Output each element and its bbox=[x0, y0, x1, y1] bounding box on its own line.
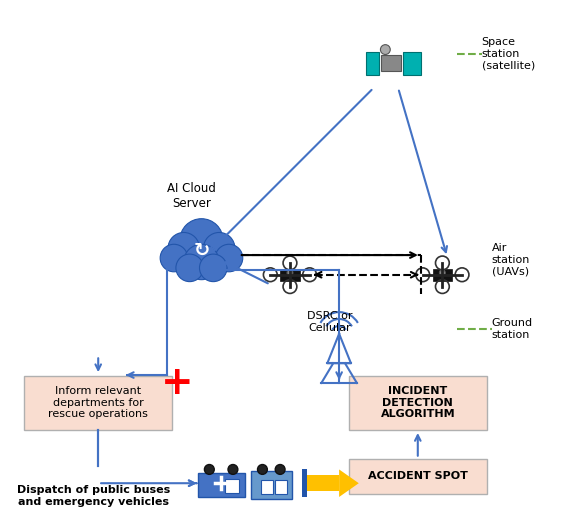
FancyBboxPatch shape bbox=[24, 375, 172, 430]
FancyBboxPatch shape bbox=[225, 479, 239, 493]
FancyBboxPatch shape bbox=[251, 472, 292, 499]
Text: DSRC or
Cellular: DSRC or Cellular bbox=[307, 311, 352, 333]
Text: Dispatch of public buses
and emergency vehicles: Dispatch of public buses and emergency v… bbox=[17, 485, 170, 507]
Text: ↻: ↻ bbox=[193, 241, 210, 259]
Circle shape bbox=[160, 244, 188, 272]
Circle shape bbox=[439, 270, 445, 276]
Polygon shape bbox=[339, 470, 359, 497]
Circle shape bbox=[275, 464, 285, 474]
Text: Ground
station: Ground station bbox=[492, 318, 533, 340]
Circle shape bbox=[168, 232, 200, 264]
FancyBboxPatch shape bbox=[280, 269, 300, 281]
Polygon shape bbox=[365, 51, 379, 75]
FancyBboxPatch shape bbox=[349, 459, 487, 493]
Circle shape bbox=[204, 232, 235, 264]
FancyBboxPatch shape bbox=[197, 473, 244, 497]
Circle shape bbox=[381, 45, 391, 55]
FancyBboxPatch shape bbox=[261, 480, 273, 494]
FancyBboxPatch shape bbox=[301, 470, 307, 497]
Polygon shape bbox=[381, 56, 401, 71]
Text: Space
station
(satellite): Space station (satellite) bbox=[482, 37, 535, 70]
Circle shape bbox=[287, 270, 293, 276]
Circle shape bbox=[204, 464, 214, 474]
FancyBboxPatch shape bbox=[432, 269, 452, 281]
Circle shape bbox=[228, 464, 238, 474]
Text: AI Cloud
Server: AI Cloud Server bbox=[167, 182, 216, 210]
FancyBboxPatch shape bbox=[349, 375, 487, 430]
Circle shape bbox=[184, 244, 219, 280]
Circle shape bbox=[176, 254, 204, 282]
Polygon shape bbox=[403, 51, 421, 75]
Circle shape bbox=[215, 244, 243, 272]
Circle shape bbox=[257, 464, 267, 474]
FancyBboxPatch shape bbox=[275, 480, 287, 494]
Circle shape bbox=[200, 254, 227, 282]
Text: Inform relevant
departments for
rescue operations: Inform relevant departments for rescue o… bbox=[48, 386, 148, 419]
FancyBboxPatch shape bbox=[305, 475, 339, 491]
Text: INCIDENT
DETECTION
ALGORITHM: INCIDENT DETECTION ALGORITHM bbox=[381, 386, 455, 419]
Text: +: + bbox=[161, 364, 193, 402]
Text: ACCIDENT SPOT: ACCIDENT SPOT bbox=[368, 471, 468, 482]
Circle shape bbox=[180, 219, 223, 262]
Text: Air
station
(UAVs): Air station (UAVs) bbox=[492, 243, 530, 277]
